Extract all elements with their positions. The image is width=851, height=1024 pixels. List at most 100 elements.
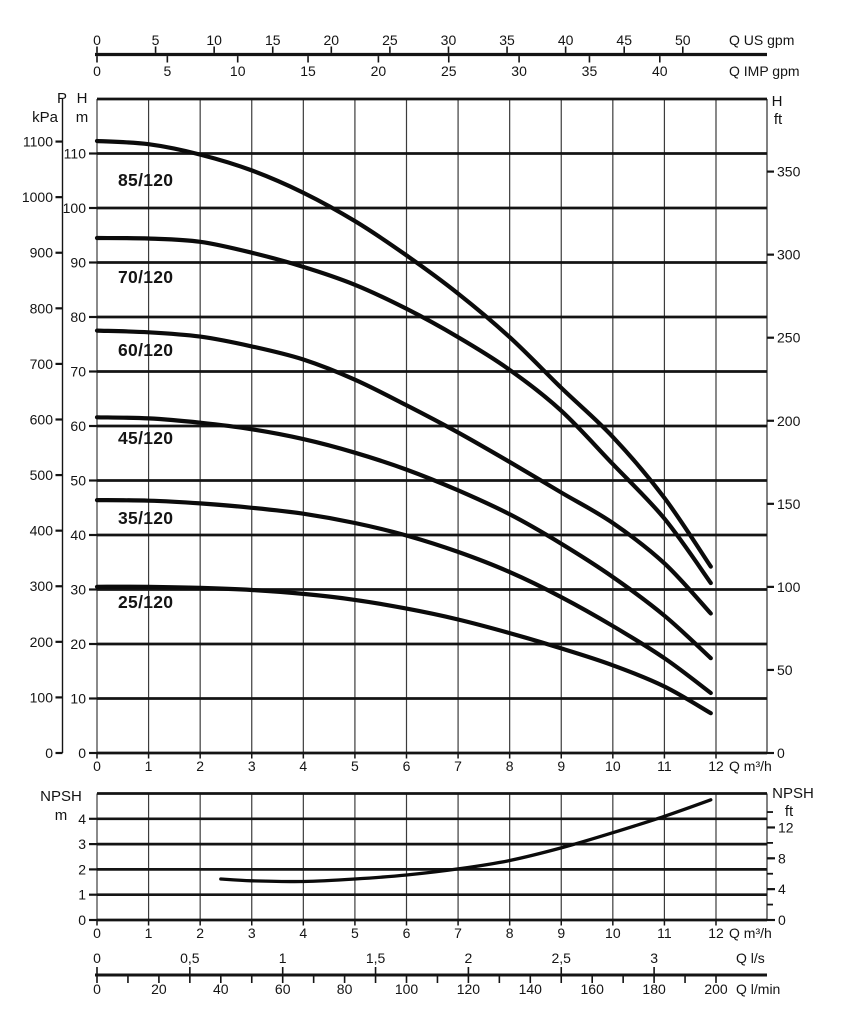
curve-label-60-120: 60/120 <box>118 340 173 360</box>
kpa-tick-label: 0 <box>45 745 53 761</box>
h-m-tick-label: 40 <box>70 527 86 543</box>
npsh-x-tick-label: 4 <box>299 925 307 941</box>
pump-curve-25-120 <box>94 584 713 716</box>
curve-label-70-120: 70/120 <box>118 267 173 287</box>
kpa-tick-label: 1000 <box>22 189 53 205</box>
flow-scale-axis: 0 0,5 1 1,5 2 2,5 3 Q l/s 0 20 40 60 80 100 120 140 160 1… <box>93 950 780 997</box>
h-m-tick-label: 30 <box>70 582 86 598</box>
main-x-tick-label: 3 <box>248 758 256 774</box>
p-kpa-header: P <box>57 90 67 107</box>
kpa-tick-label: 800 <box>30 300 54 316</box>
npsh-x-tick-label: 9 <box>557 925 565 941</box>
l-min-tick-label: 0 <box>93 981 101 997</box>
h-m-tick-label: 110 <box>64 146 87 162</box>
l-min-tick-label: 40 <box>213 981 229 997</box>
h-m-header-unit: m <box>76 109 89 126</box>
h-ft-tick-label: 100 <box>777 579 801 595</box>
h-ft-tick-label: 150 <box>777 496 801 512</box>
kpa-tick-label: 200 <box>30 634 54 650</box>
h-ft-tick-label: 0 <box>777 745 785 761</box>
main-x-unit-label: Q m³/h <box>729 758 772 774</box>
pump-curve-60-120 <box>94 328 713 616</box>
us-gpm-tick-label: 10 <box>206 32 222 48</box>
h-ft-tick-label: 50 <box>777 662 793 678</box>
main-x-tick-label: 9 <box>557 758 565 774</box>
h-m-tick-label: 50 <box>70 473 86 489</box>
main-x-tick-label: 0 <box>93 758 101 774</box>
l-s-tick-label: 1 <box>279 950 287 966</box>
main-x-tick-label: 2 <box>196 758 204 774</box>
l-s-tick-label: 2 <box>464 950 472 966</box>
p-kpa-header-unit: kPa <box>32 109 59 126</box>
npsh-ft-tick-label: 4 <box>778 881 786 897</box>
h-m-header: H <box>77 90 88 107</box>
npsh-m-header-unit: m <box>55 807 68 824</box>
us-gpm-tick-label: 45 <box>616 32 632 48</box>
imp-gpm-tick-label: 15 <box>300 63 316 79</box>
curve-label-85-120: 85/120 <box>118 170 173 190</box>
us-gpm-tick-label: 15 <box>265 32 281 48</box>
main-x-axis: 0 1 2 3 4 5 6 7 8 9 10 11 12 Q m³/h <box>93 753 772 774</box>
h-ft-header: H <box>772 93 783 110</box>
h-ft-tick-label: 350 <box>777 164 801 180</box>
l-s-tick-label: 1,5 <box>366 950 386 966</box>
us-gpm-unit-label: Q US gpm <box>729 32 794 48</box>
imp-gpm-tick-label: 0 <box>93 63 101 79</box>
curve-label-45-120: 45/120 <box>118 428 173 448</box>
npsh-x-tick-label: 11 <box>657 925 672 941</box>
main-x-tick-label: 1 <box>145 758 153 774</box>
kpa-tick-label: 300 <box>30 578 54 594</box>
h-m-tick-label: 60 <box>70 418 86 434</box>
l-min-tick-label: 20 <box>151 981 167 997</box>
l-min-tick-label: 200 <box>704 981 728 997</box>
us-gpm-tick-label: 25 <box>382 32 398 48</box>
kpa-tick-label: 1100 <box>23 134 53 150</box>
npsh-m-tick-label: 4 <box>78 811 86 827</box>
npsh-x-tick-label: 12 <box>708 925 724 941</box>
h-ft-axis: 0 50 100 150 200 250 300 350 Hft <box>767 93 801 761</box>
imp-gpm-tick-label: 30 <box>511 63 527 79</box>
imp-gpm-tick-label: 20 <box>371 63 387 79</box>
npsh-curve <box>219 798 713 884</box>
npsh-m-tick-label: 1 <box>78 887 86 903</box>
main-head-chart: 0 10 20 30 40 50 60 70 80 90 100 110 Hm 85/120 70/120 6… <box>63 90 768 761</box>
main-x-tick-label: 5 <box>351 758 359 774</box>
pump-curve-45-120 <box>94 415 713 661</box>
npsh-x-tick-label: 5 <box>351 925 359 941</box>
h-m-tick-label: 80 <box>70 309 86 325</box>
us-gpm-tick-label: 5 <box>152 32 160 48</box>
l-min-tick-label: 120 <box>457 981 481 997</box>
l-min-tick-label: 180 <box>642 981 666 997</box>
h-m-tick-label: 90 <box>70 255 86 271</box>
us-gpm-tick-label: 35 <box>499 32 515 48</box>
l-min-tick-label: 100 <box>395 981 419 997</box>
h-ft-tick-label: 200 <box>777 413 801 429</box>
npsh-ft-tick-label: 0 <box>778 912 786 928</box>
imp-gpm-tick-label: 5 <box>163 63 171 79</box>
l-min-tick-label: 60 <box>275 981 291 997</box>
main-x-tick-label: 6 <box>403 758 411 774</box>
imp-gpm-tick-label: 40 <box>652 63 668 79</box>
l-s-tick-label: 2,5 <box>552 950 572 966</box>
npsh-ft-tick-label: 8 <box>778 850 786 866</box>
main-x-tick-label: 7 <box>454 758 462 774</box>
us-gpm-tick-label: 40 <box>558 32 574 48</box>
l-s-tick-label: 3 <box>650 950 658 966</box>
npsh-m-tick-label: 2 <box>78 861 86 877</box>
pump-curve-85-120 <box>94 138 713 569</box>
npsh-x-tick-label: 3 <box>248 925 256 941</box>
l-min-tick-label: 80 <box>337 981 353 997</box>
kpa-tick-label: 700 <box>30 356 54 372</box>
h-m-tick-label: 10 <box>70 691 86 707</box>
npsh-ft-header-unit: ft <box>785 803 794 820</box>
imp-gpm-unit-label: Q IMP gpm <box>729 63 800 79</box>
pump-curve-35-120 <box>94 498 713 696</box>
curve-label-25-120: 25/120 <box>118 592 173 612</box>
imp-gpm-tick-label: 35 <box>582 63 598 79</box>
pump-curve-70-120 <box>94 235 713 586</box>
main-x-tick-label: 10 <box>605 758 621 774</box>
l-s-unit-label: Q l/s <box>736 950 765 966</box>
